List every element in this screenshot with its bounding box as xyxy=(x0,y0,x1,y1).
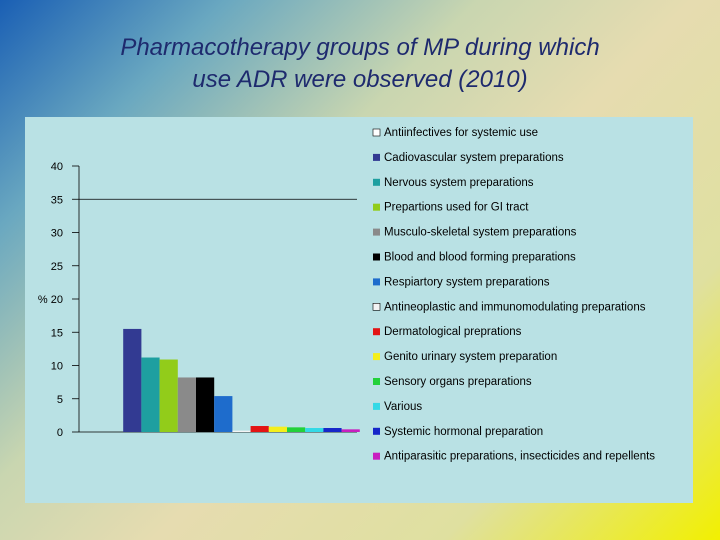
bar xyxy=(305,428,324,432)
legend-label: Nervous system preparations xyxy=(384,177,534,189)
bar xyxy=(159,359,178,432)
legend-label: Musculo-skeletal system preparations xyxy=(384,227,577,239)
legend-label: Systemic hormonal preparation xyxy=(384,426,543,438)
legend-label: Cadiovascular system preparations xyxy=(384,152,564,164)
legend-swatch xyxy=(372,128,381,137)
legend-label: Sensory organs preparations xyxy=(384,376,532,388)
legend-label: Antiinfectives for systemic use xyxy=(384,127,538,139)
legend-entry: Respiartory system preparations xyxy=(373,276,550,288)
legend-swatch xyxy=(373,427,380,435)
bar xyxy=(214,396,233,432)
legend-entry: Musculo-skeletal system preparations xyxy=(373,227,577,239)
legend-label: Antiparasitic preparations, insecticides… xyxy=(384,451,655,463)
legend-entry: Genito urinary system preparation xyxy=(373,351,557,363)
legend-swatch xyxy=(373,452,380,460)
legend-entry: Antineoplastic and immunomodulating prep… xyxy=(372,301,646,313)
bar xyxy=(287,427,306,432)
legend-swatch xyxy=(373,378,380,385)
legend-label: Dermatological preprations xyxy=(384,326,522,338)
legend-entry: Antiparasitic preparations, insecticides… xyxy=(373,451,655,463)
legend-swatch xyxy=(373,153,380,161)
legend-label: Genito urinary system preparation xyxy=(384,351,557,363)
y-tick-label: 10 xyxy=(51,361,63,373)
y-tick-label: 35 xyxy=(51,194,63,206)
legend-entry: Various xyxy=(373,401,422,413)
legend-swatch xyxy=(373,402,380,410)
legend-entry: Sensory organs preparations xyxy=(373,376,532,388)
bar xyxy=(341,429,360,432)
bar xyxy=(123,328,142,432)
legend-swatch xyxy=(373,178,380,186)
bar xyxy=(141,357,160,432)
bar xyxy=(196,377,215,432)
legend-label: Prepartions used for GI tract xyxy=(384,202,529,214)
legend-entry: Dermatological preprations xyxy=(373,326,522,338)
legend-swatch xyxy=(372,303,381,311)
legend-entry: Antiinfectives for systemic use xyxy=(372,127,538,139)
legend-label: Respiartory system preparations xyxy=(384,276,550,288)
legend-swatch xyxy=(373,253,380,261)
bar xyxy=(177,377,196,432)
chart-legend: Antiinfectives for systemic use Cadiovasc… xyxy=(372,127,655,463)
bar-chart: 0 5 10 15 % 20 25 30 35 40 Antiinfectives for sy… xyxy=(38,127,655,463)
bar xyxy=(232,430,251,432)
legend-swatch xyxy=(373,278,380,286)
legend-swatch xyxy=(373,203,380,211)
legend-swatch xyxy=(373,328,380,336)
legend-entry: Nervous system preparations xyxy=(373,177,534,189)
y-tick-label: 5 xyxy=(57,394,63,406)
y-tick-label: 25 xyxy=(51,261,63,273)
bar xyxy=(323,428,342,432)
chart-panel: 0 5 10 15 % 20 25 30 35 40 Antiinfectives for sy… xyxy=(25,117,693,503)
legend-swatch xyxy=(373,228,380,236)
bar xyxy=(250,426,269,432)
legend-label: Blood and blood forming preparations xyxy=(384,252,576,264)
y-tick-label: % 20 xyxy=(38,294,63,306)
slide-title-line1: Pharmacotherapy groups of MP during whic… xyxy=(120,34,600,61)
y-tick-label: 0 xyxy=(57,427,63,439)
legend-label: Various xyxy=(384,401,422,413)
y-tick-label: 30 xyxy=(51,228,63,240)
legend-swatch xyxy=(373,353,380,361)
y-tick-label: 40 xyxy=(51,161,63,173)
bar xyxy=(268,426,287,432)
legend-entry: Prepartions used for GI tract xyxy=(373,202,529,214)
legend-entry: Blood and blood forming preparations xyxy=(373,252,576,264)
chart-bars xyxy=(123,328,360,432)
legend-entry: Cadiovascular system preparations xyxy=(373,152,564,164)
legend-label: Antineoplastic and immunomodulating prep… xyxy=(384,301,646,313)
slide-title-line2: use ADR were observed (2010) xyxy=(192,66,528,93)
legend-entry: Systemic hormonal preparation xyxy=(373,426,543,438)
slide-title: Pharmacotherapy groups of MP during whic… xyxy=(20,32,700,96)
y-tick-label: 15 xyxy=(51,327,63,339)
